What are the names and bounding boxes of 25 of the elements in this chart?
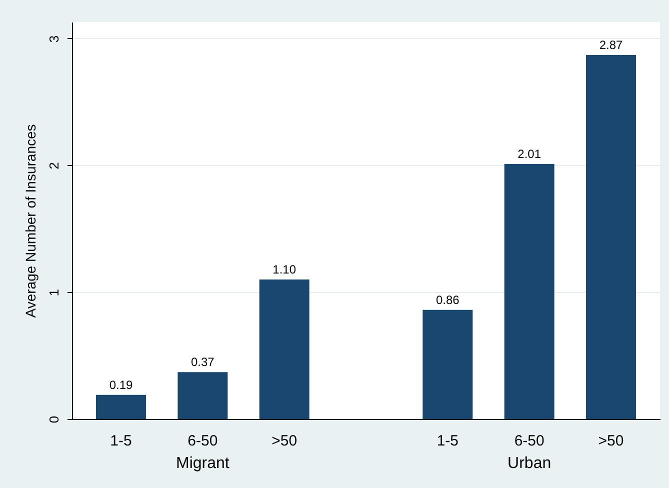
text: Migrant xyxy=(176,455,230,472)
x-tick-label: >50 xyxy=(272,432,298,450)
bar xyxy=(96,394,146,419)
y-axis-title: Average Number of Insurances xyxy=(22,124,38,318)
bar xyxy=(259,279,310,419)
text: Urban xyxy=(508,455,552,472)
y-tick-label: 3 xyxy=(46,35,62,43)
x-tick-label: 6-50 xyxy=(514,432,544,450)
data-label: 0.19 xyxy=(109,378,133,392)
x-tick-label: 1-5 xyxy=(436,432,459,450)
data-label: 2.01 xyxy=(518,147,542,162)
y-tick-label: 1 xyxy=(46,289,62,296)
x-tick-label: 6-50 xyxy=(188,432,218,450)
y-tick-label: 2 xyxy=(46,162,62,170)
y-tick-label: 0 xyxy=(46,416,62,424)
x-tick-label: 1-5 xyxy=(110,432,132,450)
data-label: 0.37 xyxy=(190,355,215,370)
bar xyxy=(422,310,473,419)
bar xyxy=(504,164,554,419)
data-label: 1.10 xyxy=(272,262,296,276)
data-label: 0.86 xyxy=(436,292,460,307)
bar xyxy=(178,372,228,419)
bar xyxy=(586,54,636,419)
x-tick-label: >50 xyxy=(598,432,624,450)
data-label: 2.87 xyxy=(599,38,623,52)
